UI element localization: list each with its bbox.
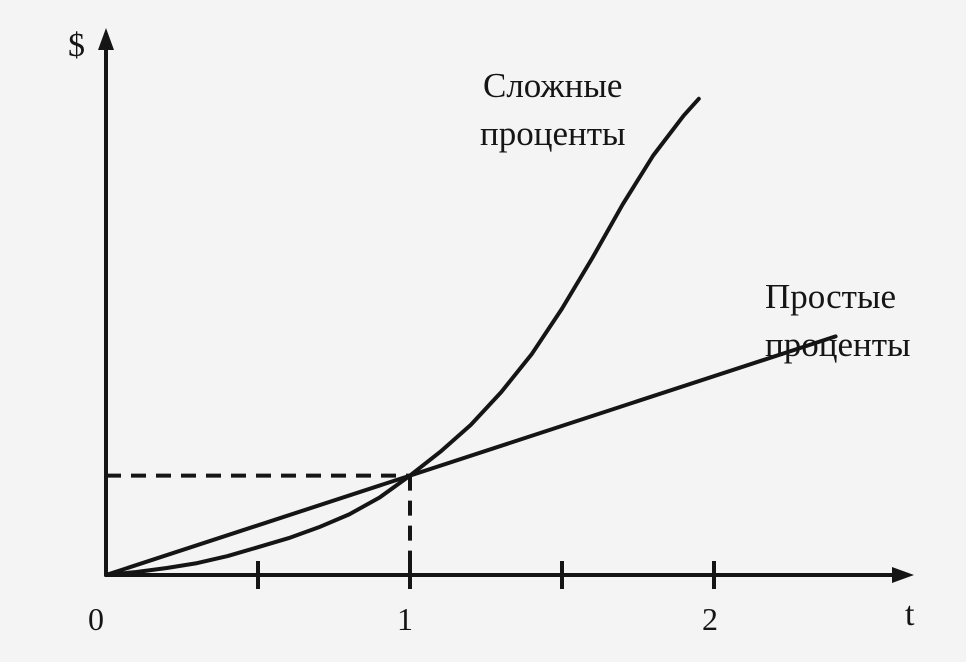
series-group [104,96,838,577]
simple-label-line-1: Простые [765,277,896,316]
x-axis-label: t [905,596,915,633]
x-tick-label-0: 0 [88,601,104,637]
y-axis-label: $ [68,27,85,64]
series-annotations: Сложные проценты Простые проценты [480,66,911,364]
x-tick-labels: 0 1 2 [88,601,718,637]
compound-label-line-2: проценты [480,114,626,153]
simple-interest-line [104,334,838,577]
y-axis-arrow [98,28,114,50]
simple-label-line-2: проценты [765,325,911,364]
axes [98,28,914,583]
x-ticks [256,561,716,589]
x-tick-label-2: 2 [702,601,718,637]
compound-label-line-1: Сложные [483,66,622,105]
guide-lines [106,473,412,575]
x-axis-arrow [892,567,914,583]
x-tick-label-1: 1 [397,601,413,637]
